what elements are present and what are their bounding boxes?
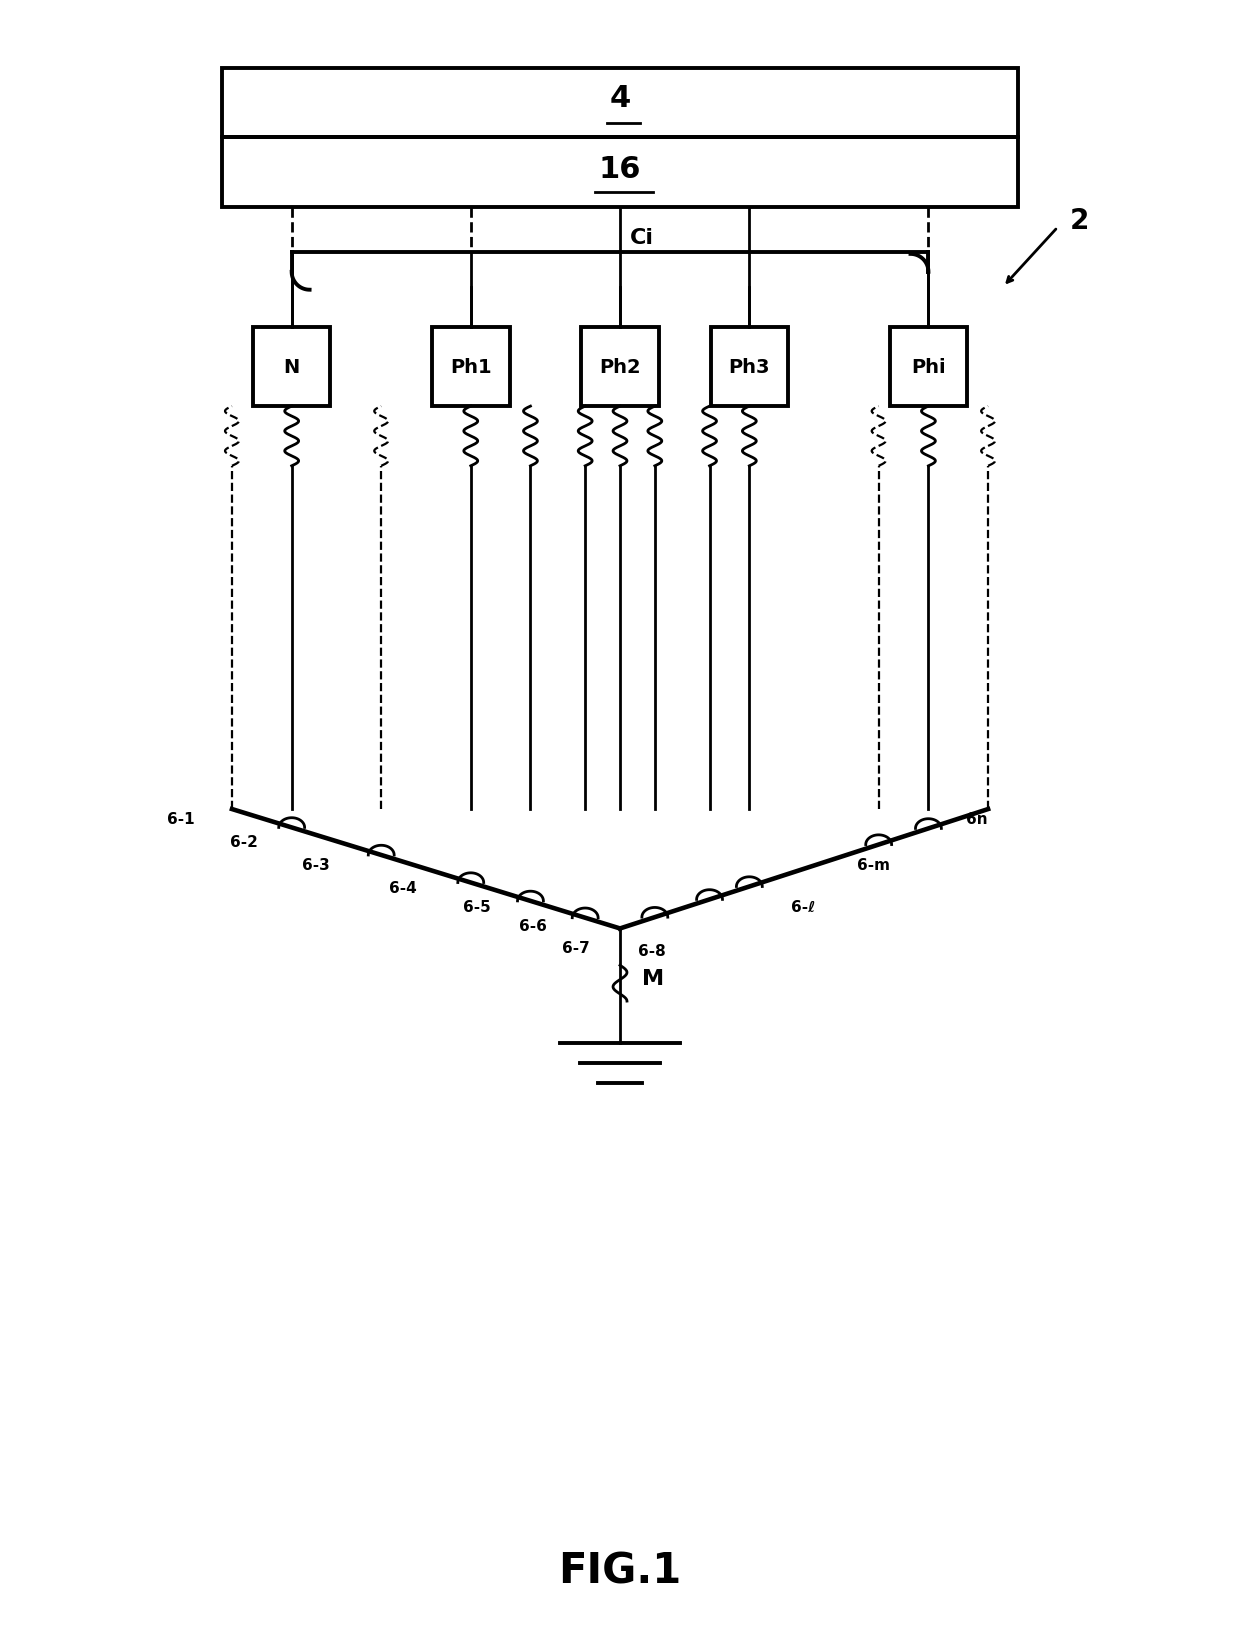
Text: 4: 4 [609, 84, 631, 113]
Text: M: M [642, 969, 663, 988]
Text: Ph2: Ph2 [599, 357, 641, 377]
Text: 6-ℓ: 6-ℓ [791, 900, 816, 915]
Text: 6-7: 6-7 [562, 941, 590, 956]
Text: 6-6: 6-6 [518, 919, 547, 934]
Text: 16: 16 [599, 154, 641, 184]
Text: 6-3: 6-3 [301, 857, 330, 872]
Text: N: N [284, 357, 300, 377]
Text: Ph3: Ph3 [729, 357, 770, 377]
Text: 6-4: 6-4 [389, 880, 417, 895]
Text: 6-1: 6-1 [167, 811, 195, 826]
Text: Ph1: Ph1 [450, 357, 491, 377]
Text: 6-2: 6-2 [229, 834, 258, 849]
Text: 6-5: 6-5 [463, 900, 491, 915]
Text: 2: 2 [1070, 207, 1089, 234]
Text: Phi: Phi [911, 357, 946, 377]
Text: Ci: Ci [630, 228, 653, 247]
Text: 6-m: 6-m [857, 857, 890, 872]
Text: FIG.1: FIG.1 [558, 1549, 682, 1591]
Text: 6-8: 6-8 [637, 944, 666, 959]
Text: 6n: 6n [966, 811, 988, 826]
